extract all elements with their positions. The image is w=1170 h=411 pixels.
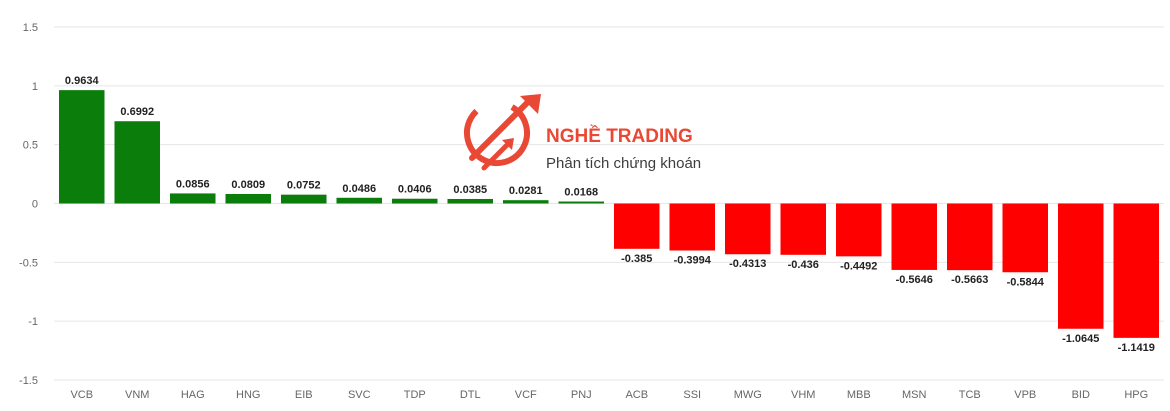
bar-vnm: [114, 121, 161, 204]
x-tick-label: SVC: [348, 389, 371, 401]
trading-logo-icon: [464, 94, 541, 171]
x-axis-ticks: VCB VNM HAG HNG EIB SVC TDP DTL VCF PNJ ACB SSI MWG V…: [70, 389, 1148, 401]
bar-vcf: [502, 200, 549, 204]
bar-msn: [891, 203, 938, 270]
bar-tdp: [391, 198, 438, 204]
data-label: -0.3994: [674, 254, 712, 266]
gridlines: [54, 26, 1164, 381]
bar-eib: [280, 194, 327, 204]
x-tick-label: TDP: [404, 389, 426, 401]
data-labels: 0.9634 0.6992 0.0856 0.0809 0.0752 0.0486 0.04…: [65, 75, 1155, 354]
data-label: -1.1419: [1118, 342, 1155, 354]
data-label: 0.0406: [398, 184, 432, 196]
x-tick-label: VPB: [1014, 389, 1036, 401]
bar-mwg: [724, 203, 771, 255]
y-tick-label: -1: [28, 316, 38, 328]
x-tick-label: VCF: [515, 389, 537, 401]
bar-vpb: [1002, 203, 1049, 273]
data-label: 0.0856: [176, 178, 210, 190]
data-label: -0.5844: [1007, 276, 1045, 288]
data-label: 0.0281: [509, 185, 543, 197]
y-tick-label: -1.5: [19, 375, 38, 387]
bar-vhm: [780, 203, 827, 255]
bar-svc: [336, 197, 383, 204]
x-tick-label: VHM: [791, 389, 815, 401]
data-label: 0.0752: [287, 180, 321, 192]
bar-hag: [169, 193, 216, 204]
x-tick-label: DTL: [460, 389, 481, 401]
x-tick-label: VCB: [70, 389, 93, 401]
bar-pnj: [558, 201, 605, 204]
x-tick-label: HAG: [181, 389, 205, 401]
x-tick-label: HNG: [236, 389, 260, 401]
x-tick-label: PNJ: [571, 389, 592, 401]
x-tick-label: ACB: [625, 389, 648, 401]
data-label: 0.6992: [120, 106, 154, 118]
y-axis-ticks: 1.5 1 0.5 0 -0.5 -1 -1.5: [19, 22, 38, 387]
x-tick-label: EIB: [295, 389, 313, 401]
data-label: 0.9634: [65, 75, 100, 87]
data-label: 0.0809: [231, 179, 265, 191]
bar-mbb: [835, 203, 882, 257]
bar-dtl: [447, 198, 494, 204]
data-label: -0.436: [788, 259, 819, 271]
y-tick-label: -0.5: [19, 257, 38, 269]
bar-vcb: [58, 90, 105, 204]
x-tick-label: BID: [1072, 389, 1090, 401]
bar-bid: [1057, 203, 1104, 329]
y-tick-label: 1.5: [23, 22, 38, 34]
y-tick-label: 0: [32, 199, 38, 211]
x-tick-label: SSI: [683, 389, 701, 401]
data-label: 0.0168: [564, 187, 598, 199]
x-tick-label: MBB: [847, 389, 871, 401]
data-label: 0.0486: [342, 183, 376, 195]
bar-tcb: [946, 203, 993, 271]
bar-hpg: [1113, 203, 1160, 338]
watermark-title: NGHỀ TRADING: [546, 125, 693, 147]
data-label: -0.5663: [951, 274, 988, 286]
x-tick-label: VNM: [125, 389, 149, 401]
watermark-subtitle: Phân tích chứng khoán: [546, 155, 701, 172]
y-tick-label: 1: [32, 81, 38, 93]
bars: [58, 90, 1160, 338]
data-label: -0.385: [621, 253, 652, 265]
x-tick-label: TCB: [959, 389, 981, 401]
bar-acb: [613, 203, 660, 249]
x-tick-label: MWG: [734, 389, 762, 401]
x-tick-label: MSN: [902, 389, 927, 401]
x-tick-label: HPG: [1124, 389, 1148, 401]
data-label: -0.4492: [840, 260, 877, 272]
bar-hng: [225, 193, 272, 204]
data-label: -1.0645: [1062, 333, 1099, 345]
data-label: 0.0385: [453, 184, 487, 196]
watermark-logo: NGHỀ TRADING Phân tích chứng khoán: [464, 94, 701, 172]
y-tick-label: 0.5: [23, 140, 38, 152]
bar-ssi: [669, 203, 716, 251]
data-label: -0.5646: [896, 274, 933, 286]
data-label: -0.4313: [729, 258, 766, 270]
